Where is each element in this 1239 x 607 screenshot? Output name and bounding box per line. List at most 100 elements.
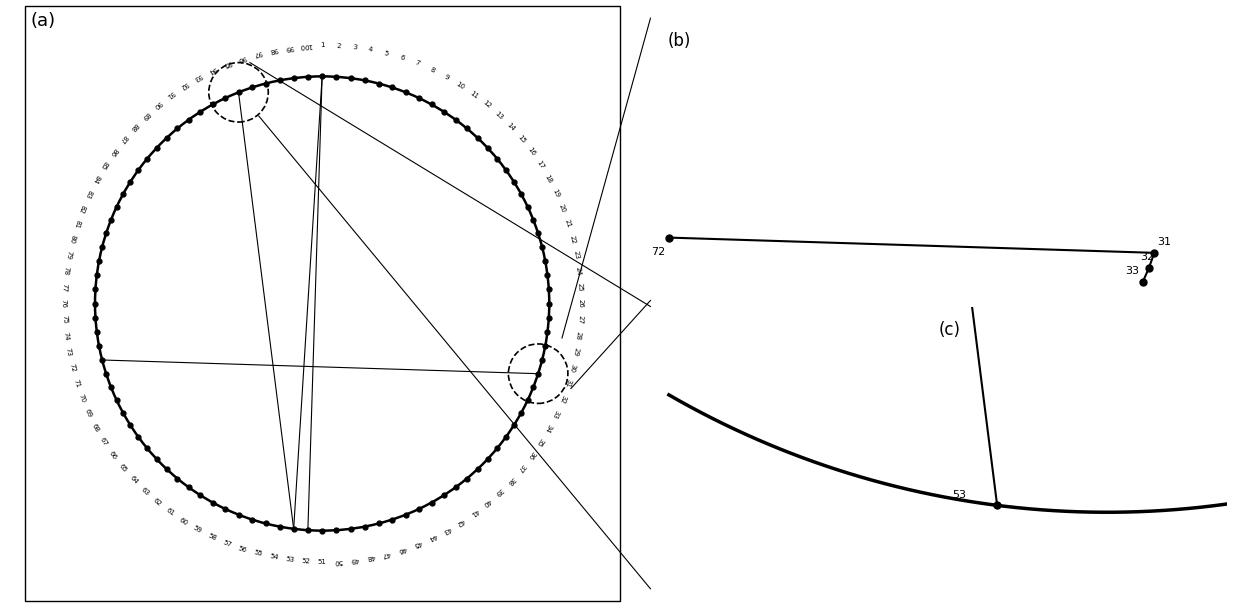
Text: (a): (a) (31, 12, 56, 30)
Text: 81: 81 (72, 219, 81, 229)
Text: 28: 28 (575, 331, 582, 341)
Text: 46: 46 (396, 545, 408, 554)
Text: 67: 67 (99, 436, 109, 447)
Text: 57: 57 (222, 539, 232, 548)
Text: 15: 15 (515, 134, 527, 144)
Text: 99: 99 (285, 44, 295, 51)
Text: (c): (c) (939, 320, 960, 339)
Text: 32: 32 (1141, 252, 1155, 262)
Text: 96: 96 (237, 53, 248, 62)
Text: 84: 84 (92, 174, 100, 185)
Text: 100: 100 (299, 42, 313, 49)
Text: 23: 23 (572, 250, 580, 260)
Text: 65: 65 (118, 463, 129, 473)
Text: 22: 22 (569, 234, 576, 244)
Text: 74: 74 (62, 331, 69, 341)
Text: 10: 10 (455, 81, 466, 90)
Text: 88: 88 (129, 121, 139, 132)
Text: 38: 38 (506, 475, 515, 486)
Text: 72: 72 (652, 246, 665, 257)
Text: 21: 21 (564, 219, 572, 229)
Text: 76: 76 (61, 299, 67, 308)
Text: 7: 7 (414, 59, 420, 67)
Text: 31: 31 (564, 378, 572, 388)
Text: 93: 93 (192, 72, 203, 82)
Text: 4: 4 (368, 47, 373, 53)
Text: 91: 91 (165, 89, 176, 100)
Text: 36: 36 (527, 450, 536, 461)
Text: 8: 8 (429, 66, 435, 73)
Text: 1: 1 (320, 42, 325, 48)
Text: 61: 61 (165, 507, 176, 518)
Text: 75: 75 (61, 315, 68, 324)
Text: 50: 50 (333, 558, 343, 565)
Text: 90: 90 (152, 100, 162, 110)
Text: 53: 53 (285, 556, 295, 563)
Text: 55: 55 (253, 550, 263, 558)
Text: 31: 31 (1157, 237, 1171, 247)
Text: 44: 44 (427, 532, 437, 542)
Text: 78: 78 (62, 266, 69, 276)
Text: 45: 45 (413, 539, 422, 548)
Text: 14: 14 (506, 121, 515, 132)
Text: 11: 11 (468, 89, 479, 100)
Text: 13: 13 (493, 110, 504, 121)
Text: 42: 42 (455, 517, 466, 526)
Text: 69: 69 (84, 408, 93, 419)
Text: 56: 56 (237, 545, 248, 554)
Text: 48: 48 (366, 554, 375, 561)
Text: 98: 98 (269, 46, 279, 53)
Text: 49: 49 (349, 556, 359, 563)
Text: 86: 86 (108, 146, 118, 157)
Text: 70: 70 (78, 393, 87, 404)
Text: 85: 85 (99, 160, 109, 171)
Text: 35: 35 (535, 436, 545, 447)
Text: 18: 18 (544, 174, 554, 185)
Text: 63: 63 (140, 486, 151, 497)
Text: 80: 80 (68, 234, 76, 245)
Text: 77: 77 (61, 283, 68, 292)
Text: 79: 79 (64, 250, 72, 260)
Text: 3: 3 (352, 44, 357, 50)
Text: 5: 5 (384, 50, 389, 57)
Text: 20: 20 (558, 203, 566, 214)
Text: 66: 66 (108, 450, 118, 461)
Text: 37: 37 (515, 463, 527, 473)
Text: 29: 29 (572, 347, 580, 357)
Text: 53: 53 (952, 490, 966, 500)
Text: 26: 26 (577, 299, 584, 308)
Text: 33: 33 (551, 408, 560, 419)
Text: 94: 94 (207, 65, 218, 75)
Text: 16: 16 (527, 146, 536, 157)
Text: 24: 24 (575, 266, 582, 276)
Text: 82: 82 (78, 203, 87, 214)
Text: 83: 83 (84, 188, 93, 199)
Text: 62: 62 (152, 497, 162, 507)
Text: 68: 68 (90, 422, 100, 433)
Text: 32: 32 (558, 393, 566, 404)
Text: 6: 6 (399, 55, 405, 61)
Text: 92: 92 (178, 81, 190, 90)
Text: 47: 47 (382, 549, 392, 558)
Text: 59: 59 (192, 525, 203, 535)
Text: 60: 60 (178, 517, 190, 526)
Text: 72: 72 (68, 362, 76, 373)
Text: 30: 30 (569, 362, 576, 373)
Text: 19: 19 (551, 188, 560, 199)
Text: 25: 25 (576, 283, 584, 292)
Text: 87: 87 (118, 134, 129, 144)
Text: 2: 2 (336, 42, 341, 49)
Text: 71: 71 (72, 378, 81, 388)
Text: 52: 52 (301, 558, 311, 565)
Text: 95: 95 (222, 59, 232, 68)
Text: 12: 12 (482, 100, 492, 110)
Text: 54: 54 (269, 554, 279, 561)
Text: 9: 9 (444, 73, 450, 81)
Text: (b): (b) (668, 32, 691, 50)
Text: 34: 34 (544, 422, 553, 433)
Text: 89: 89 (140, 110, 151, 121)
Text: 41: 41 (468, 507, 479, 517)
Text: 40: 40 (482, 497, 492, 507)
Text: 64: 64 (129, 475, 139, 486)
Text: 97: 97 (253, 49, 263, 58)
